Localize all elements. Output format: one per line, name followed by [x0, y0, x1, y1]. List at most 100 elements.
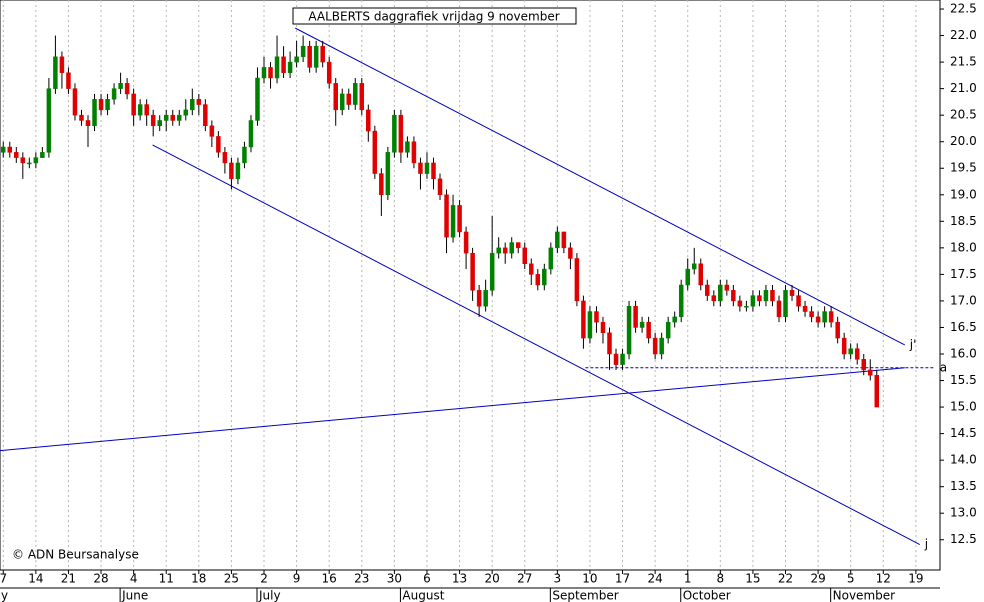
candle-body	[300, 45, 306, 58]
copyright: © ADN Beursanalyse	[12, 548, 139, 562]
candle-body	[476, 290, 482, 307]
month-label: November	[833, 589, 895, 602]
candle-body	[594, 311, 599, 323]
trend-line-label: a	[940, 360, 947, 374]
candle-body	[587, 311, 593, 339]
candle-body	[98, 98, 104, 111]
y-tick-label: 13.5	[950, 479, 977, 493]
candle-body	[294, 56, 299, 63]
candle-body	[379, 173, 384, 196]
candle-body	[724, 284, 730, 291]
y-tick-label: 20.0	[950, 134, 977, 148]
candle-body	[457, 205, 462, 233]
candle-body	[66, 72, 71, 89]
candle-body	[124, 83, 130, 95]
candle-body	[463, 231, 469, 254]
candle-body	[874, 374, 880, 408]
candle-body	[665, 321, 671, 339]
candle-body	[802, 305, 808, 312]
y-tick-label: 18.0	[950, 240, 977, 254]
x-tick-label: 28	[93, 572, 108, 586]
x-tick-label: 2	[260, 572, 268, 586]
candle-body	[157, 120, 162, 127]
candle-body	[542, 268, 547, 286]
candle-body	[418, 162, 423, 174]
candle-body	[776, 300, 782, 318]
month-label: July	[258, 589, 281, 602]
x-tick-label: 11	[159, 572, 174, 586]
candle-body	[705, 284, 710, 296]
x-tick-label: 4	[130, 572, 138, 586]
candle-body	[841, 337, 847, 355]
month-label: y	[1, 589, 8, 602]
candle-body	[40, 152, 45, 158]
candles	[1, 35, 880, 408]
x-tick-label: 6	[423, 572, 431, 586]
candle-body	[659, 337, 664, 355]
candle-body	[796, 295, 801, 307]
candle-body	[255, 77, 260, 121]
candle-body	[150, 114, 156, 127]
candle-body	[757, 295, 762, 302]
x-tick-label: 20	[485, 572, 500, 586]
candle-body	[359, 83, 365, 111]
x-tick-label: 10	[582, 572, 597, 586]
candle-body	[626, 305, 632, 355]
candle-body	[568, 247, 573, 259]
candle-body	[731, 290, 736, 302]
candle-body	[105, 98, 110, 111]
candle-body	[854, 348, 860, 360]
candle-body	[691, 263, 697, 270]
x-tick-label: 22	[778, 572, 793, 586]
candle-body	[398, 114, 404, 153]
candle-body	[118, 83, 123, 89]
y-tick-label: 17.5	[950, 267, 977, 281]
trend-line-label: j'	[909, 337, 917, 351]
candle-body	[770, 290, 775, 302]
x-tick-label: 30	[387, 572, 402, 586]
candle-body	[529, 263, 534, 275]
x-tick-label: 15	[745, 572, 760, 586]
candle-body	[750, 295, 756, 307]
candle-body	[20, 157, 26, 164]
y-tick-label: 20.5	[950, 108, 977, 122]
y-tick-label: 21.0	[950, 81, 977, 95]
candle-body	[203, 104, 208, 127]
candle-body	[183, 109, 189, 116]
candle-body	[385, 152, 391, 196]
candle-body	[7, 146, 13, 153]
candle-body	[307, 45, 312, 68]
candle-body	[444, 194, 449, 238]
plot-frame	[0, 0, 941, 571]
candle-body	[372, 130, 378, 174]
candle-body	[483, 290, 488, 307]
y-tick-label: 15.5	[950, 373, 977, 387]
x-tick-label: 14	[28, 572, 43, 586]
candle-body	[339, 93, 345, 111]
candle-body	[861, 359, 866, 371]
candle-body	[600, 321, 606, 334]
y-tick-label: 14.5	[950, 426, 977, 440]
candle-body	[535, 274, 541, 286]
candle-body	[809, 311, 814, 318]
candle-body	[411, 141, 417, 164]
x-tick-label: 24	[647, 572, 662, 586]
candle-body	[652, 337, 658, 355]
candle-body	[333, 83, 338, 111]
candle-body	[222, 152, 228, 164]
candle-body	[353, 83, 358, 105]
x-tick-label: 7	[0, 572, 7, 586]
candle-body	[248, 120, 254, 148]
candle-body	[489, 252, 495, 291]
x-tick-label: 9	[293, 572, 301, 586]
y-tick-label: 22.0	[950, 28, 977, 42]
candle-body	[1, 146, 6, 153]
candle-body	[366, 109, 371, 132]
y-tick-label: 18.5	[950, 214, 977, 228]
candle-body	[320, 45, 325, 63]
candle-body	[574, 258, 580, 302]
candle-body	[502, 247, 508, 254]
candle-body	[144, 104, 149, 116]
x-tick-label: 13	[452, 572, 467, 586]
candle-body	[613, 353, 619, 365]
